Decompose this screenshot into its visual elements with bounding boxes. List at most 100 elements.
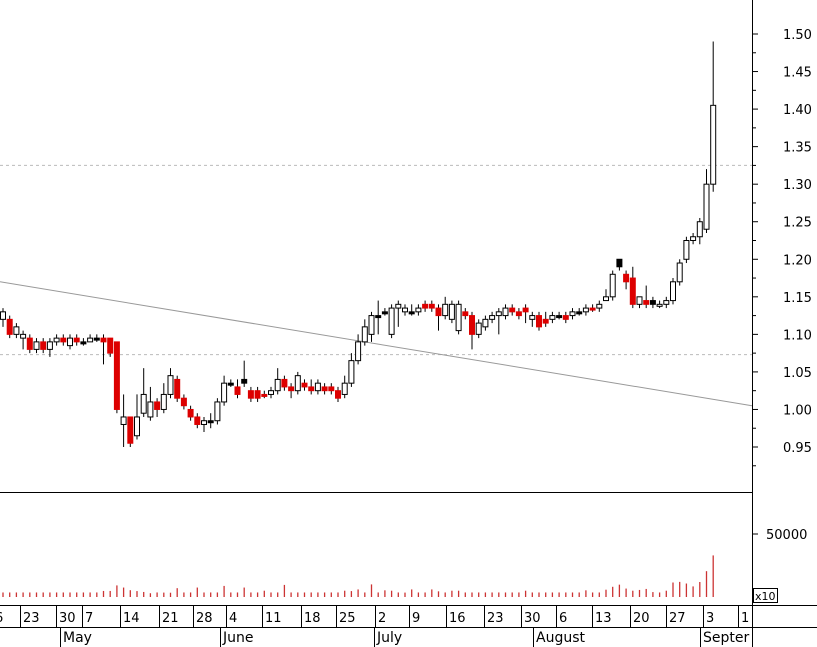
candle-body bbox=[435, 307, 442, 317]
candle bbox=[556, 311, 563, 320]
candle-body bbox=[26, 337, 33, 350]
candle-body bbox=[569, 311, 576, 317]
reference-lines bbox=[0, 164, 752, 356]
candle bbox=[683, 236, 690, 264]
candle-body bbox=[536, 315, 542, 328]
candle bbox=[582, 304, 589, 316]
candle-body bbox=[274, 378, 281, 392]
candle-body bbox=[67, 337, 73, 347]
candle bbox=[241, 360, 248, 387]
month-label: Septer bbox=[703, 630, 749, 646]
candle bbox=[495, 308, 502, 335]
candle bbox=[67, 334, 73, 350]
candle-body bbox=[582, 307, 589, 313]
candle-body bbox=[690, 236, 697, 241]
candle-body bbox=[381, 311, 388, 315]
candle bbox=[361, 319, 368, 346]
candle bbox=[281, 375, 288, 391]
candle-body bbox=[241, 378, 248, 384]
candle bbox=[489, 311, 496, 324]
candle bbox=[261, 390, 268, 399]
candle bbox=[670, 278, 676, 305]
candle bbox=[542, 311, 549, 327]
candle bbox=[134, 394, 140, 440]
candle bbox=[335, 386, 341, 402]
date-tick-label: 9 bbox=[412, 611, 420, 626]
candle bbox=[522, 304, 529, 324]
candle bbox=[40, 338, 47, 354]
candle bbox=[576, 308, 583, 316]
candle-body bbox=[562, 315, 569, 320]
price-tick-label: 0.95 bbox=[783, 441, 812, 456]
candle bbox=[87, 334, 94, 343]
candle bbox=[703, 169, 710, 233]
date-tick-label: 3 bbox=[706, 611, 714, 626]
candle-body bbox=[475, 322, 482, 335]
candle-body bbox=[328, 386, 335, 392]
candle-body bbox=[33, 341, 40, 350]
candle-body bbox=[361, 326, 368, 343]
candle bbox=[515, 308, 522, 320]
candle bbox=[462, 308, 469, 320]
candle bbox=[174, 375, 181, 402]
price-tick-label: 1.35 bbox=[783, 141, 812, 156]
candle bbox=[53, 334, 60, 346]
candle-body bbox=[60, 337, 67, 343]
candle bbox=[562, 311, 569, 324]
candle-body bbox=[402, 307, 408, 313]
date-tick-label: 11 bbox=[265, 611, 282, 626]
candle bbox=[100, 334, 107, 365]
candle bbox=[623, 270, 630, 290]
candle-body bbox=[556, 315, 563, 319]
candle bbox=[314, 379, 321, 395]
candle bbox=[616, 258, 623, 271]
date-axis: 6 23 30 7 14 21 28 4 11 18 25 2 9 16 23 30 6 13 20 27 3 1 bbox=[0, 606, 749, 627]
price-tick-label: 1.05 bbox=[783, 366, 812, 381]
candle bbox=[180, 394, 187, 410]
candle-body bbox=[455, 303, 462, 332]
candle-body bbox=[495, 311, 502, 317]
candle-body bbox=[462, 311, 469, 317]
candle bbox=[569, 308, 576, 320]
candle bbox=[690, 232, 697, 245]
price-candles bbox=[0, 41, 717, 447]
candle-body bbox=[408, 311, 415, 315]
candle bbox=[448, 300, 455, 324]
candle-body bbox=[348, 360, 355, 384]
candle bbox=[288, 383, 295, 399]
date-tick-label: 2 bbox=[378, 611, 386, 626]
candle-body bbox=[375, 315, 382, 319]
candle-body bbox=[576, 311, 583, 315]
candle-body bbox=[683, 240, 690, 260]
candle bbox=[60, 334, 67, 346]
candle bbox=[0, 308, 6, 327]
volume-tick-label: 50000 bbox=[766, 528, 807, 543]
candle bbox=[33, 338, 40, 354]
price-tick-label: 1.10 bbox=[783, 328, 812, 343]
candle-body bbox=[636, 296, 643, 305]
candle bbox=[308, 379, 315, 395]
candle-body bbox=[73, 337, 80, 343]
candle-body bbox=[0, 311, 6, 320]
candle bbox=[274, 368, 281, 395]
candle bbox=[113, 341, 120, 414]
trend-line bbox=[0, 281, 753, 407]
candle-body bbox=[187, 408, 194, 418]
candle-body bbox=[308, 386, 315, 392]
month-label: June bbox=[222, 630, 254, 646]
candle bbox=[127, 416, 134, 447]
candle-body bbox=[167, 375, 174, 395]
date-tick-label: 6 bbox=[0, 611, 3, 626]
candle-body bbox=[207, 420, 214, 424]
candle-body bbox=[301, 382, 308, 388]
candle-body bbox=[442, 303, 449, 317]
candle bbox=[6, 315, 13, 339]
date-tick-label: 18 bbox=[304, 611, 321, 626]
candle-body bbox=[703, 183, 710, 230]
candle bbox=[268, 386, 274, 399]
price-tick-label: 1.50 bbox=[783, 28, 812, 43]
price-tick-label: 1.20 bbox=[783, 253, 812, 268]
candle bbox=[301, 379, 308, 391]
candle bbox=[455, 300, 462, 335]
